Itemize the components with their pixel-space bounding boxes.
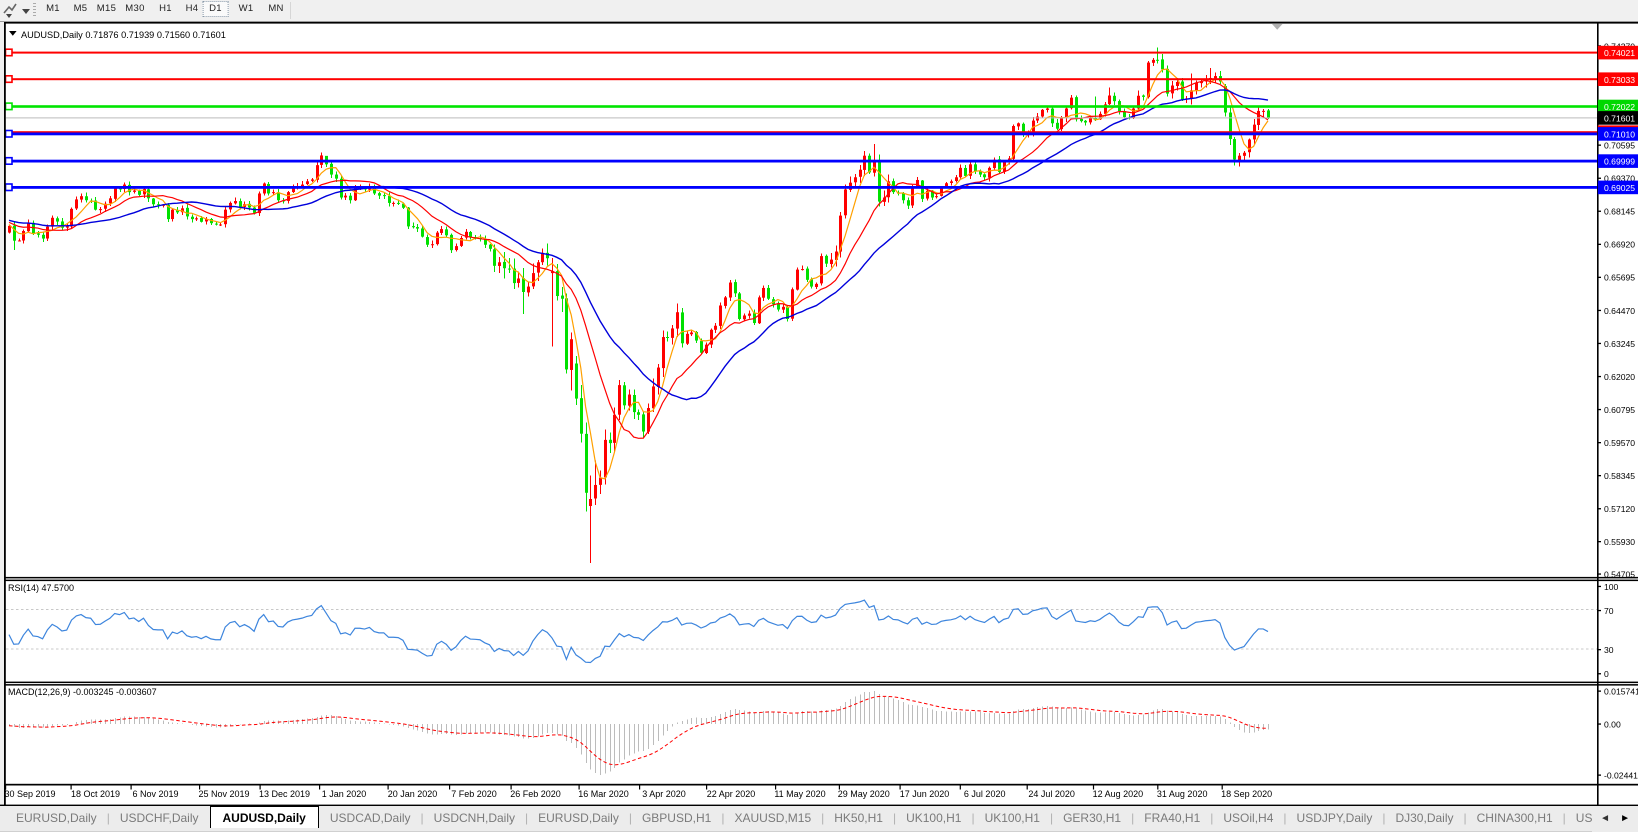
svg-text:0.69370: 0.69370 [1604,174,1635,184]
svg-text:22 Apr 2020: 22 Apr 2020 [707,789,756,799]
svg-text:12 Aug 2020: 12 Aug 2020 [1093,789,1144,799]
svg-text:17 Jun 2020: 17 Jun 2020 [900,789,950,799]
svg-text:0.65695: 0.65695 [1604,273,1635,283]
svg-text:30: 30 [1604,645,1614,655]
svg-text:6 Jul 2020: 6 Jul 2020 [964,789,1006,799]
svg-text:11 May 2020: 11 May 2020 [774,789,825,799]
svg-text:29 May 2020: 29 May 2020 [838,789,890,799]
svg-text:0.62020: 0.62020 [1604,372,1635,382]
svg-text:100: 100 [1604,582,1619,592]
svg-text:13 Dec 2019: 13 Dec 2019 [259,789,310,799]
svg-text:0.58345: 0.58345 [1604,471,1635,481]
svg-text:0.73033: 0.73033 [1604,75,1635,85]
svg-text:0.015741: 0.015741 [1604,686,1638,696]
svg-text:31 Aug 2020: 31 Aug 2020 [1157,789,1208,799]
svg-text:70: 70 [1604,606,1614,616]
svg-text:3 Apr 2020: 3 Apr 2020 [642,789,686,799]
svg-text:26 Feb 2020: 26 Feb 2020 [510,789,561,799]
svg-text:RSI(14) 47.5700: RSI(14) 47.5700 [8,583,74,593]
svg-text:0.69025: 0.69025 [1604,183,1635,193]
svg-text:0.72022: 0.72022 [1604,102,1635,112]
svg-text:25 Nov 2019: 25 Nov 2019 [198,789,249,799]
svg-text:0.54705: 0.54705 [1604,569,1635,579]
svg-text:1 Jan 2020: 1 Jan 2020 [322,789,367,799]
svg-text:6 Nov 2019: 6 Nov 2019 [132,789,178,799]
svg-text:0.57120: 0.57120 [1604,504,1635,514]
svg-text:0.70595: 0.70595 [1604,141,1635,151]
svg-text:0.74021: 0.74021 [1604,48,1635,58]
svg-text:20 Jan 2020: 20 Jan 2020 [388,789,438,799]
svg-text:0.66920: 0.66920 [1604,240,1635,250]
svg-text:0: 0 [1604,669,1609,679]
svg-text:0.63245: 0.63245 [1604,339,1635,349]
svg-text:0.71010: 0.71010 [1604,130,1635,140]
svg-text:0.64470: 0.64470 [1604,306,1635,316]
svg-text:AUDUSD,Daily 0.71876 0.71939: AUDUSD,Daily 0.71876 0.71939 0.71560 0.7… [21,30,226,40]
svg-text:16 Mar 2020: 16 Mar 2020 [578,789,629,799]
svg-text:0.68145: 0.68145 [1604,207,1635,217]
svg-text:18 Sep 2020: 18 Sep 2020 [1221,789,1272,799]
svg-text:0.60795: 0.60795 [1604,405,1635,415]
svg-text:0.59570: 0.59570 [1604,438,1635,448]
svg-text:24 Jul 2020: 24 Jul 2020 [1028,789,1075,799]
svg-text:7 Feb 2020: 7 Feb 2020 [451,789,497,799]
svg-text:MACD(12,26,9) -0.003245 -0.003: MACD(12,26,9) -0.003245 -0.003607 [8,687,157,697]
svg-text:0.00: 0.00 [1604,719,1621,729]
svg-text:0.69999: 0.69999 [1604,157,1635,167]
svg-text:0.71601: 0.71601 [1604,114,1635,124]
svg-text:-0.02441: -0.02441 [1604,770,1638,780]
svg-text:30 Sep 2019: 30 Sep 2019 [4,789,55,799]
svg-text:18 Oct 2019: 18 Oct 2019 [71,789,120,799]
svg-text:0.55930: 0.55930 [1604,537,1635,547]
